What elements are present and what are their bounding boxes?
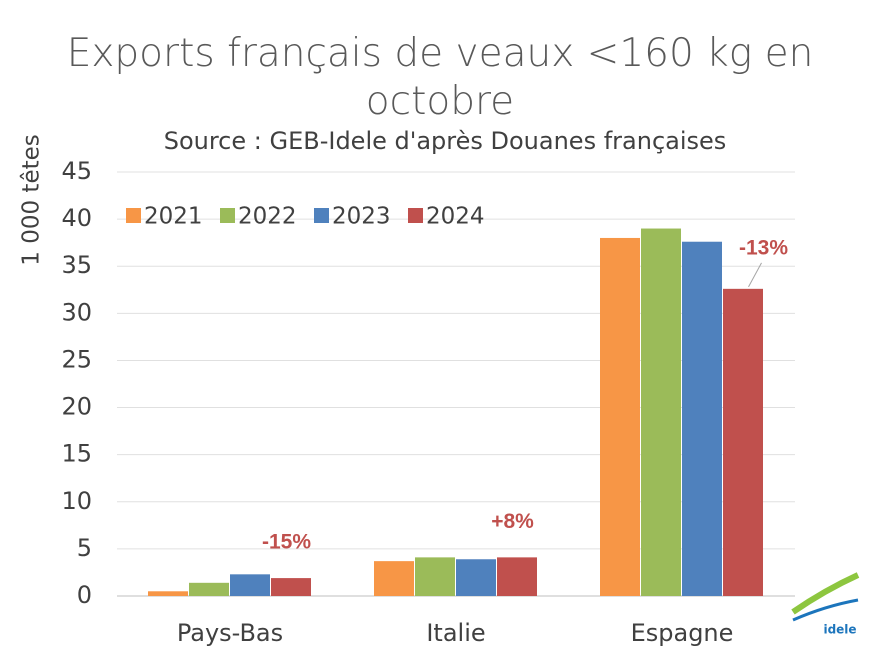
y-tick-label: 10 xyxy=(61,487,92,515)
legend-swatch xyxy=(220,208,235,223)
bar xyxy=(497,557,537,596)
annotation: +8% xyxy=(491,510,534,533)
legend-swatch xyxy=(314,208,329,223)
y-tick-label: 45 xyxy=(61,157,92,185)
y-tick-label: 15 xyxy=(61,440,92,468)
bar xyxy=(456,559,496,596)
y-tick-label: 35 xyxy=(61,251,92,279)
bar xyxy=(600,237,640,596)
y-tick-label: 5 xyxy=(77,534,92,562)
bar xyxy=(374,561,414,596)
logo-text: idele xyxy=(823,623,856,637)
y-tick-label: 25 xyxy=(61,345,92,373)
bar xyxy=(189,582,229,596)
chart-title: Exports français de veaux <160 kg en oct… xyxy=(66,31,814,124)
y-axis-label: 1 000 têtes xyxy=(19,134,45,265)
x-tick-label: Espagne xyxy=(631,619,734,646)
bar xyxy=(682,241,722,597)
chart-subtitle: Source : GEB-Idele d'après Douanes franç… xyxy=(164,127,727,155)
bar xyxy=(230,574,270,596)
bar xyxy=(723,288,763,596)
y-tick-label: 30 xyxy=(61,298,92,326)
annotation-leader xyxy=(748,262,762,288)
bar xyxy=(415,557,455,596)
logo: idele xyxy=(791,572,860,637)
annotation: -13% xyxy=(739,236,788,259)
y-tick-label: 0 xyxy=(77,581,92,609)
legend-label: 2023 xyxy=(332,204,391,230)
bar xyxy=(148,591,188,596)
x-tick-label: Italie xyxy=(426,619,485,646)
legend-label: 2022 xyxy=(238,204,297,230)
bar xyxy=(271,578,311,596)
x-tick-label: Pays-Bas xyxy=(177,619,283,646)
y-tick-label: 20 xyxy=(61,393,92,421)
legend-label: 2021 xyxy=(144,204,203,230)
y-tick-label: 40 xyxy=(61,204,92,232)
legend-swatch xyxy=(126,208,141,223)
bar xyxy=(641,228,681,597)
legend-swatch xyxy=(408,208,423,223)
legend-label: 2024 xyxy=(426,204,485,230)
annotation: -15% xyxy=(262,531,311,554)
